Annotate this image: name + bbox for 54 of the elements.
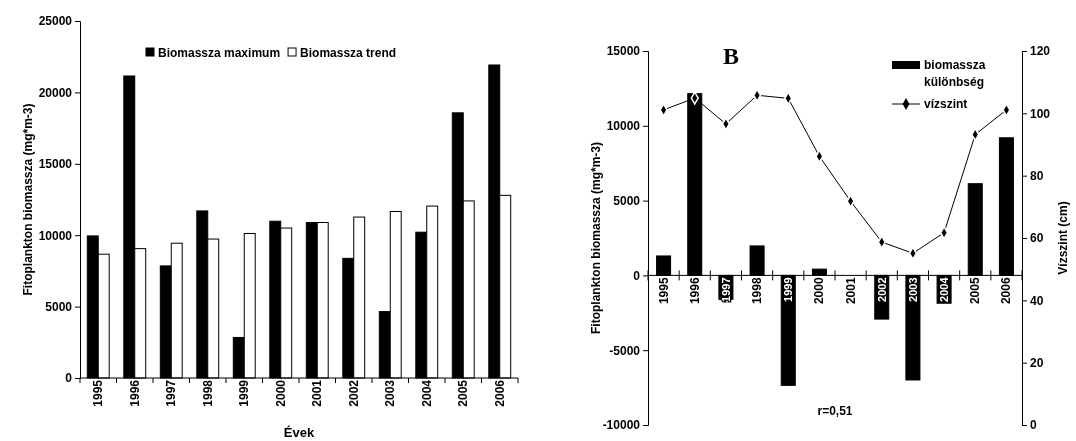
y2-axis-title: Vízszint (cm) bbox=[1056, 201, 1070, 275]
x-tick-label: 2000 bbox=[273, 379, 288, 407]
y-axis-title: Fitoplankton biomassza (mg*m-3) bbox=[589, 141, 603, 335]
chart-title: B bbox=[723, 43, 740, 69]
y-tick-label: 10000 bbox=[606, 119, 641, 134]
x-tick-label: 2005 bbox=[968, 277, 983, 305]
x-tick-label: 1997 bbox=[719, 277, 732, 302]
x-tick-label: 2000 bbox=[812, 277, 827, 305]
y2-tick-label: 100 bbox=[1030, 106, 1051, 121]
y2-tick-label: 80 bbox=[1030, 169, 1044, 184]
y2-tick-label: 20 bbox=[1030, 356, 1044, 371]
y-tick-label: 10000 bbox=[38, 228, 73, 243]
x-tick-label: 2001 bbox=[843, 277, 858, 305]
y-tick-label: 5000 bbox=[45, 299, 73, 314]
annotation: r=0,51 bbox=[817, 404, 853, 418]
x-tick-label: 2002 bbox=[346, 379, 361, 407]
x-tick-label: 1998 bbox=[750, 277, 765, 305]
x-tick-label: 2006 bbox=[999, 277, 1014, 305]
x-tick-label: 2002 bbox=[875, 277, 888, 302]
y2-tick-label: 120 bbox=[1030, 44, 1051, 59]
y-tick-label: 0 bbox=[65, 371, 73, 386]
legend-label: vízszint bbox=[924, 97, 968, 111]
legend-label: Biomassza maximum bbox=[158, 46, 281, 60]
legend-label: biomassza különbség bbox=[924, 58, 986, 89]
y-tick-label: 0 bbox=[633, 268, 641, 283]
x-tick-label: 1995 bbox=[91, 379, 106, 407]
legend-label: Biomassza trend bbox=[300, 46, 397, 60]
x-tick-label: 2001 bbox=[310, 379, 325, 407]
x-tick-label: 2004 bbox=[938, 276, 951, 302]
x-tick-label: 2005 bbox=[456, 379, 471, 407]
y2-tick-label: 40 bbox=[1030, 293, 1044, 308]
x-tick-label: 1999 bbox=[237, 379, 252, 407]
point bbox=[721, 117, 731, 131]
y-tick-label: 15000 bbox=[38, 157, 73, 172]
x-tick-label: 1995 bbox=[656, 277, 671, 305]
y-tick-label: 20000 bbox=[38, 85, 73, 100]
x-tick-label: 1999 bbox=[782, 277, 795, 302]
y-tick-label: -5000 bbox=[609, 343, 641, 358]
x-tick-label: 1998 bbox=[200, 379, 215, 407]
x-tick-label: 1996 bbox=[127, 379, 142, 407]
y-tick-label: 15000 bbox=[606, 44, 641, 59]
y2-tick-label: 0 bbox=[1030, 418, 1037, 433]
x-tick-label: 2006 bbox=[492, 379, 507, 407]
x-tick-label: 2004 bbox=[419, 379, 434, 407]
x-tick-label: 1997 bbox=[164, 379, 179, 407]
y-axis-title: Fitoplankton biomassza (mg*m-3) bbox=[21, 103, 35, 296]
x-tick-label: 2003 bbox=[383, 379, 398, 407]
x-axis-title: Évek bbox=[283, 425, 315, 440]
y-tick-label: 25000 bbox=[38, 14, 73, 29]
y-tick-label: -10000 bbox=[602, 418, 641, 433]
y2-tick-label: 60 bbox=[1030, 231, 1044, 246]
x-tick-label: 2003 bbox=[906, 277, 919, 302]
y-tick-label: 5000 bbox=[613, 193, 641, 208]
x-tick-label: 1996 bbox=[687, 277, 702, 305]
